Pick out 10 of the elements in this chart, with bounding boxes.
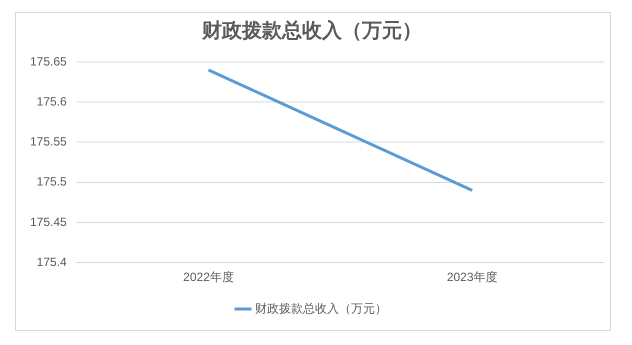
legend-label: 财政拨款总收入（万元） [255, 301, 387, 316]
y-tick-label: 175.6 [36, 94, 68, 108]
x-tick-label: 2023年度 [446, 270, 498, 284]
y-tick-label: 175.45 [30, 214, 68, 229]
x-tick-label: 2022年度 [183, 270, 234, 284]
y-tick-label: 175.4 [36, 254, 68, 269]
y-tick-label: 175.5 [36, 174, 68, 189]
y-tick-label: 175.55 [30, 134, 68, 149]
y-tick-label: 175.65 [30, 54, 68, 68]
chart-title: 财政拨款总收入（万元） [201, 18, 422, 42]
